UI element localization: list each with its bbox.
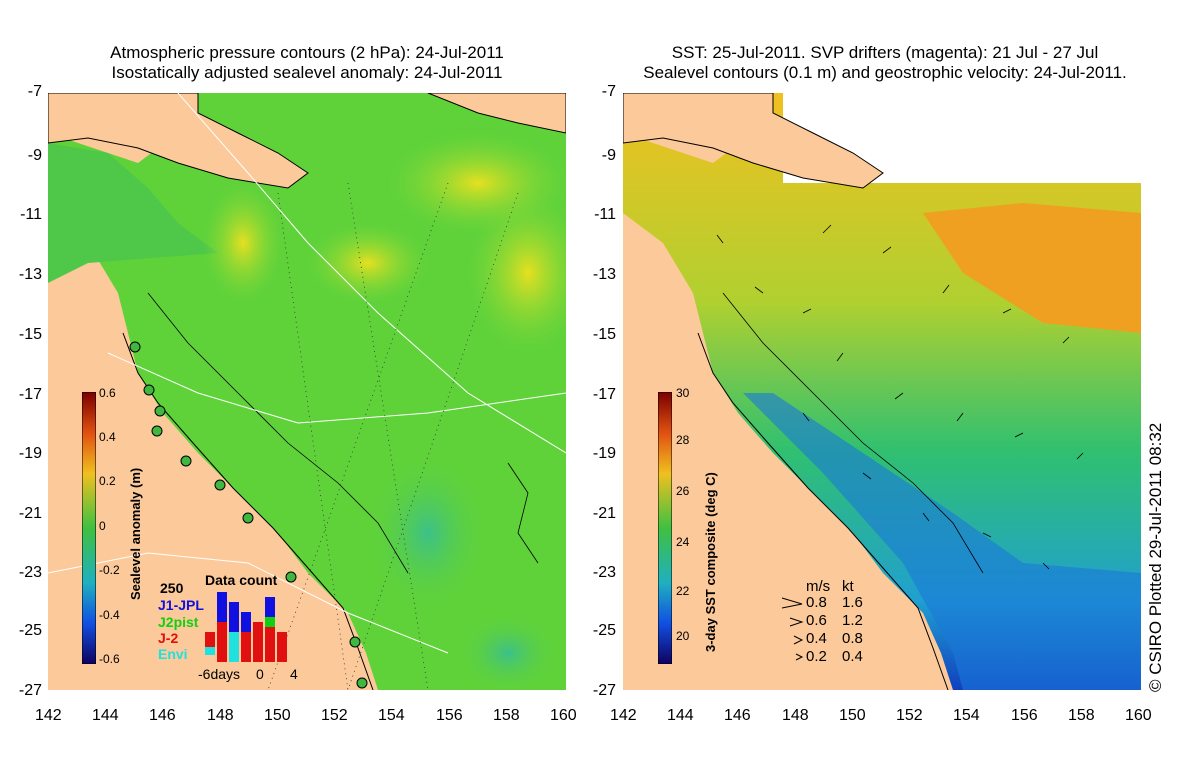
sst-map (623, 93, 1141, 690)
legend-j1jpl: J1-JPL (158, 597, 204, 613)
lat-tick-left: -21 (18, 505, 42, 522)
lon-tick-left: 160 (550, 707, 577, 724)
lat-tick-left: -23 (18, 564, 42, 581)
sst-cb-tick: 22 (676, 584, 690, 598)
lon-tick-left: 146 (149, 707, 176, 724)
lon-tick-left: 142 (35, 707, 62, 724)
lon-tick-right: 150 (839, 707, 866, 724)
sst-map-svg (623, 93, 1141, 690)
lat-tick-left: -15 (18, 326, 42, 343)
sla-cb-tick: -0.6 (99, 652, 120, 666)
vel-header-ms: m/s (806, 578, 831, 595)
lon-tick-right: 146 (724, 707, 751, 724)
vel-ms: 0.2 (806, 648, 827, 665)
inset-xtick: -6days (198, 666, 241, 682)
sst-cb-tick: 20 (676, 629, 690, 643)
legend-envi: Envi (158, 646, 188, 662)
vel-kt: 0.4 (842, 648, 863, 665)
lon-tick-right: 158 (1068, 707, 1095, 724)
lon-tick-right: 144 (667, 707, 694, 724)
lat-tick-right: -13 (592, 266, 616, 283)
sla-cb-tick: 0.2 (99, 474, 116, 488)
sealevel-anomaly-map (48, 93, 566, 690)
vel-ms: 0.4 (806, 630, 827, 647)
lat-tick-right: -19 (592, 445, 616, 462)
vel-kt: 1.6 (842, 594, 863, 611)
sst-cb-tick: 24 (676, 535, 690, 549)
lat-tick-right: -7 (601, 83, 616, 100)
lat-tick-left: -17 (18, 386, 42, 403)
right-title-line1: SST: 25-Jul-2011. SVP drifters (magenta)… (671, 43, 1099, 62)
sla-colorbar-label: Sealevel anomaly (m) (128, 467, 143, 600)
lat-tick-right: -17 (592, 386, 616, 403)
right-title-line2: Sealevel contours (0.1 m) and geostrophi… (643, 63, 1127, 82)
lat-tick-right: -21 (592, 505, 616, 522)
sst-cb-tick: 28 (676, 433, 690, 447)
vel-arrow-glyphs (781, 597, 804, 661)
lat-tick-left: -19 (18, 445, 42, 462)
lat-tick-right: -15 (592, 326, 616, 343)
lon-tick-right: 156 (1011, 707, 1038, 724)
vel-kt: 1.2 (842, 612, 863, 629)
vel-kt: 0.8 (842, 630, 863, 647)
legend-j2pist: J2pist (158, 614, 199, 630)
inset-xtick: 4 (290, 666, 298, 682)
inset-xtick: 0 (256, 666, 264, 682)
lon-tick-right: 154 (953, 707, 980, 724)
sst-colorbar (658, 392, 672, 664)
lat-tick-left: -7 (27, 83, 42, 100)
lon-tick-right: 160 (1125, 707, 1152, 724)
lon-tick-right: 152 (896, 707, 923, 724)
copyright-text: © CSIRO Plotted 29-Jul-2011 08:32 (1146, 422, 1165, 692)
lat-tick-right: -23 (592, 564, 616, 581)
sst-cb-tick: 30 (676, 386, 690, 400)
lat-tick-right: -9 (601, 147, 616, 164)
lon-tick-left: 150 (264, 707, 291, 724)
vel-ms: 0.6 (806, 612, 827, 629)
lon-tick-left: 144 (92, 707, 119, 724)
sla-colorbar (82, 392, 96, 664)
lat-tick-right: -11 (594, 206, 616, 223)
lon-tick-left: 156 (436, 707, 463, 724)
lat-tick-left: -27 (18, 682, 42, 699)
lat-tick-left: -11 (20, 206, 42, 223)
lat-tick-right: -25 (592, 622, 616, 639)
lon-tick-left: 152 (321, 707, 348, 724)
vel-header-kt: kt (842, 578, 854, 595)
sst-cb-tick: 26 (676, 484, 690, 498)
lat-tick-left: -13 (18, 266, 42, 283)
lon-tick-left: 148 (207, 707, 234, 724)
sla-cb-tick: -0.4 (99, 608, 120, 622)
new-guinea-land (48, 93, 309, 189)
lat-tick-left: -9 (27, 147, 42, 164)
lon-tick-left: 158 (493, 707, 520, 724)
left-title-line1: Atmospheric pressure contours (2 hPa): 2… (110, 43, 504, 62)
inset-bars (205, 592, 287, 662)
sla-cb-tick: 0 (99, 519, 106, 533)
inset-ymax: 250 (160, 580, 184, 596)
sst-colorbar-label: 3-day SST composite (deg C) (703, 472, 718, 652)
sla-cb-tick: 0.6 (99, 386, 116, 400)
velocity-legend: m/s kt 0.8 1.6 0.6 1.2 0.4 0.8 0.2 0.4 (780, 578, 900, 668)
sealevel-map-svg (48, 93, 566, 690)
inset-title: Data count (205, 572, 278, 588)
legend-j2: J-2 (158, 630, 179, 646)
lon-tick-left: 154 (378, 707, 405, 724)
data-count-inset: 250 Data count J1-JPL J2pist J-2 Envi -6… (150, 570, 300, 682)
velocity-arrows (716, 224, 1084, 570)
vel-ms: 0.8 (806, 594, 827, 611)
lon-tick-right: 142 (610, 707, 637, 724)
lat-tick-right: -27 (592, 682, 616, 699)
sla-cb-tick: -0.2 (99, 563, 120, 577)
left-title-line2: Isostatically adjusted sealevel anomaly:… (111, 63, 503, 82)
sla-cb-tick: 0.4 (99, 430, 116, 444)
lon-tick-right: 148 (782, 707, 809, 724)
lat-tick-left: -25 (18, 622, 42, 639)
